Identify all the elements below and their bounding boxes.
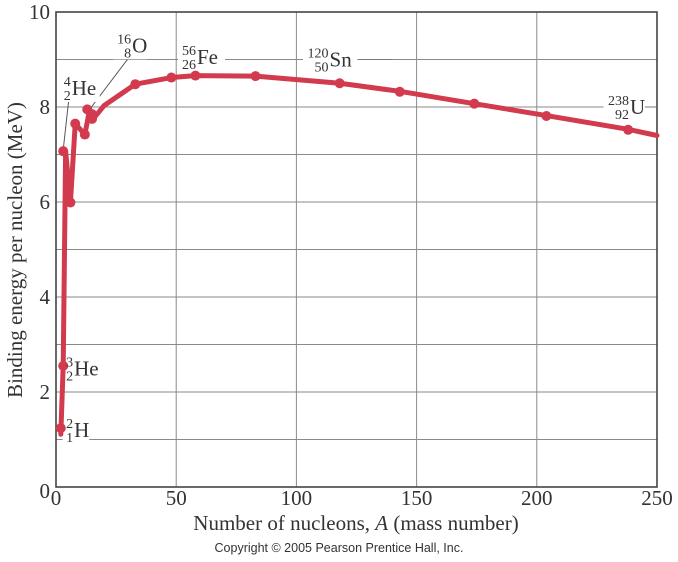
- atomic-number: 26: [182, 58, 196, 73]
- data-point: [334, 78, 345, 89]
- mass-number: 16: [117, 32, 131, 47]
- y-axis-title: Binding energy per nucleon (MeV): [3, 102, 27, 398]
- label-background: [62, 414, 90, 444]
- label-background: [113, 29, 148, 60]
- y-axis-ticks: 0 2 4 6 8 10: [29, 0, 51, 503]
- mass-number: 2: [66, 417, 73, 432]
- data-point: [190, 70, 201, 81]
- data-point: [166, 72, 177, 83]
- atomic-number: 2: [66, 369, 73, 384]
- x-tick-label: 250: [641, 486, 673, 510]
- label-background: [303, 43, 358, 74]
- data-point: [469, 98, 480, 109]
- x-tick-label: 200: [521, 486, 553, 510]
- isotope-label-h-2: 21 H: [66, 417, 89, 446]
- data-point: [55, 423, 66, 434]
- mass-number: 3: [66, 355, 73, 370]
- label-background: [603, 91, 646, 121]
- element-symbol: Sn: [330, 48, 353, 72]
- isotope-label-he-3: 32 He: [66, 355, 99, 384]
- mass-number: 238: [608, 94, 629, 109]
- data-point: [79, 129, 90, 140]
- atomic-number: 1: [66, 431, 73, 446]
- data-point: [87, 113, 98, 124]
- mass-number: 4: [64, 75, 71, 90]
- annotation-label-bg: [60, 29, 646, 444]
- atomic-number: 50: [315, 61, 329, 76]
- data-point: [250, 71, 261, 82]
- element-symbol: U: [630, 95, 645, 119]
- isotope-label-he-4: 42 He: [64, 75, 97, 104]
- label-background: [60, 72, 100, 102]
- atomic-number: 92: [615, 108, 629, 123]
- y-tick-label: 10: [29, 0, 50, 24]
- annotation-leaders: [62, 56, 657, 150]
- y-tick-label: 0: [40, 479, 51, 503]
- y-tick-label: 6: [40, 190, 51, 214]
- data-markers: [55, 70, 634, 434]
- element-symbol: O: [132, 33, 147, 57]
- x-axis-title-italic: A: [373, 511, 388, 535]
- atomic-number: 2: [64, 89, 71, 104]
- data-point: [58, 146, 69, 157]
- label-background: [178, 41, 226, 72]
- y-tick-label: 2: [40, 380, 51, 404]
- plot-frame: [55, 11, 658, 488]
- element-symbol: He: [72, 76, 97, 100]
- x-axis-title-part2: (mass number): [388, 511, 519, 535]
- binding-energy-curve: [58, 73, 660, 437]
- y-tick-label: 8: [40, 95, 51, 119]
- x-axis-ticks: 0 50 100 150 200 250: [51, 486, 673, 510]
- data-point: [623, 124, 634, 135]
- data-point: [70, 118, 81, 129]
- y-tick-label: 4: [40, 285, 51, 309]
- mass-number: 120: [308, 47, 329, 62]
- data-point: [130, 79, 141, 90]
- mass-number: 56: [182, 44, 196, 59]
- x-tick-label: 150: [401, 486, 433, 510]
- atomic-number: 8: [124, 46, 131, 61]
- data-point: [541, 111, 552, 122]
- label-background: [62, 352, 103, 383]
- leader-line: [62, 99, 70, 150]
- x-axis-title: Number of nucleons, A (mass number): [193, 511, 518, 535]
- element-symbol: He: [74, 356, 99, 380]
- copyright-notice: Copyright © 2005 Pearson Prentice Hall, …: [214, 541, 464, 555]
- data-point: [65, 197, 76, 208]
- data-point: [58, 360, 69, 371]
- element-symbol: Fe: [197, 45, 218, 69]
- x-axis-title-part1: Number of nucleons,: [193, 511, 375, 535]
- x-tick-label: 100: [281, 486, 313, 510]
- x-tick-label: 0: [51, 486, 62, 510]
- data-point: [394, 86, 405, 97]
- element-symbol: H: [74, 418, 89, 442]
- x-tick-label: 50: [166, 486, 187, 510]
- isotope-label-o-16: 168 O: [117, 32, 147, 61]
